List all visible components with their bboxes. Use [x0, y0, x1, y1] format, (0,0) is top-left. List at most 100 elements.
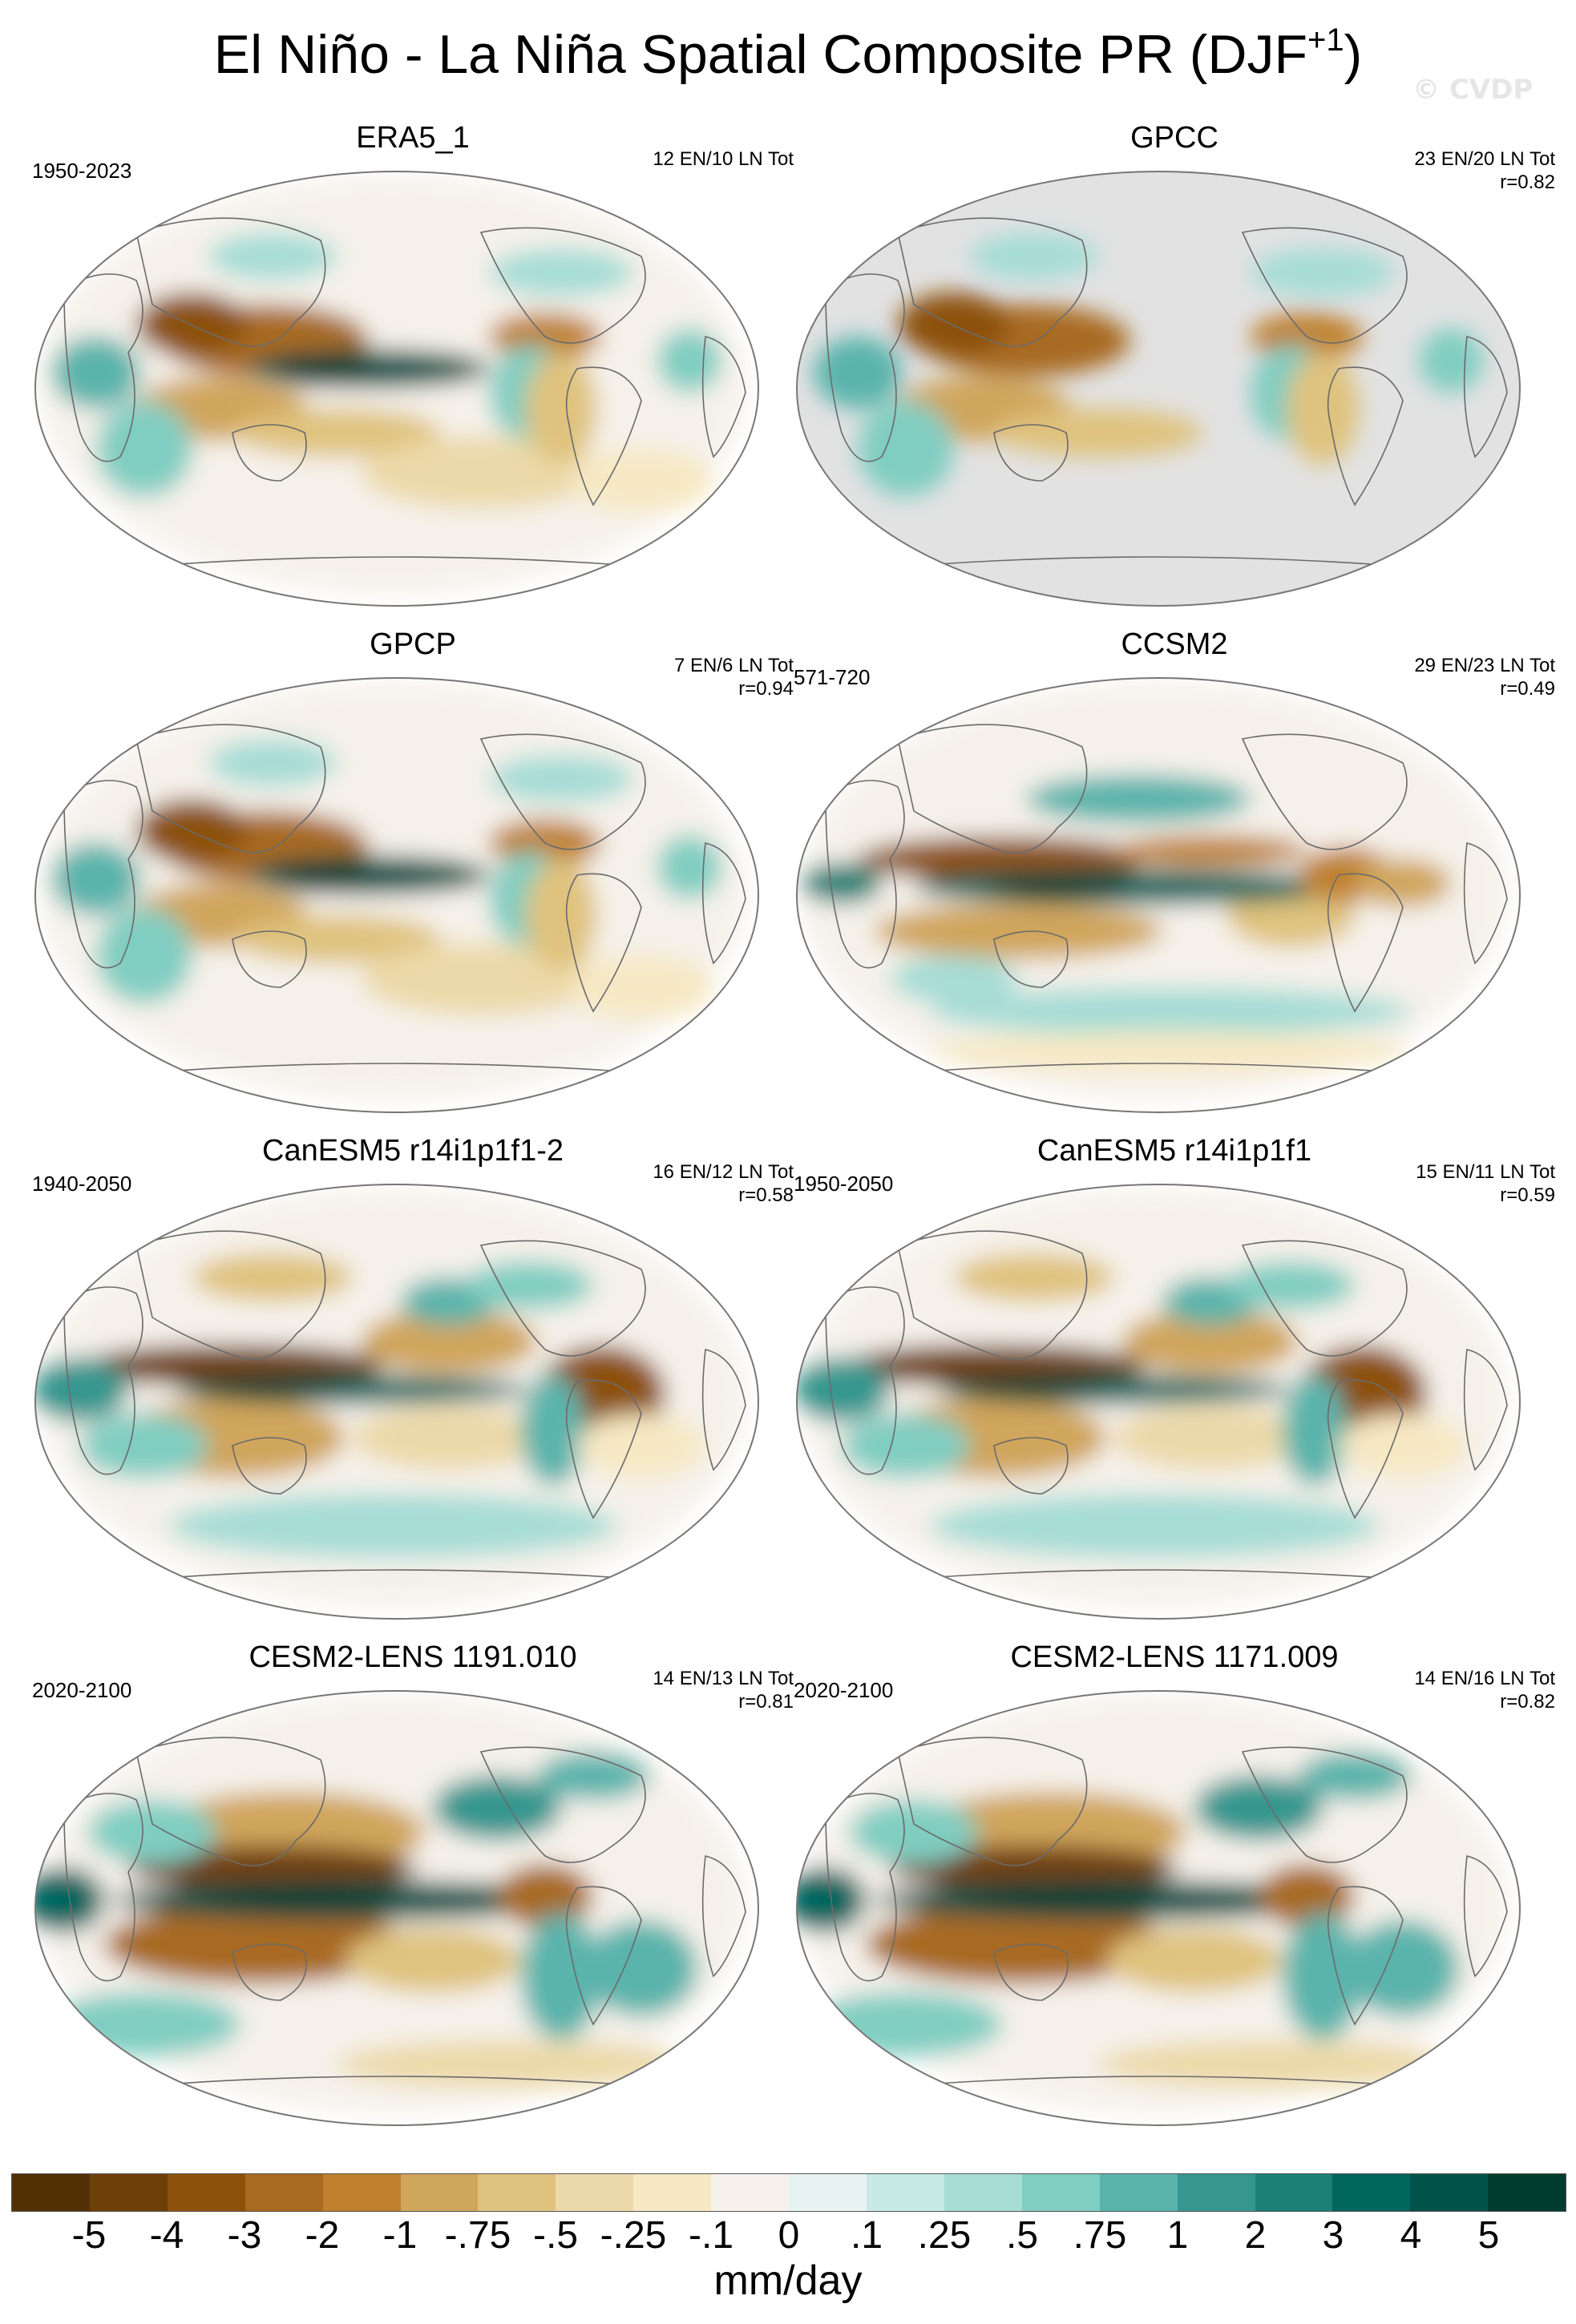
coastline: [135, 1737, 326, 1866]
coastline: [993, 1437, 1069, 1495]
robinson-map: [34, 1690, 759, 2126]
precip-anomaly-region: [1259, 1864, 1355, 1928]
panel-stats: 15 EN/11 LN Tot r=0.59: [1416, 1160, 1555, 1207]
precip-anomaly-region: [273, 358, 369, 387]
precip-anomaly-region: [797, 1358, 890, 1422]
precip-anomaly-region: [850, 1800, 978, 1864]
precip-anomaly-region: [970, 1886, 1162, 1910]
colorbar-swatch: [711, 2174, 790, 2211]
coastline: [565, 873, 642, 1013]
precip-anomaly-region: [136, 293, 249, 357]
colorbar-tick-label: -.5: [532, 2214, 579, 2257]
coastline: [479, 1746, 646, 1863]
precip-anomaly-region: [35, 1358, 128, 1422]
coastline: [825, 780, 905, 969]
coastline: [1463, 1349, 1508, 1471]
coastline: [111, 1569, 674, 1583]
precip-anomaly-region: [1419, 329, 1483, 393]
colorbar-tick-label: 2: [1244, 2214, 1267, 2257]
coastline: [1241, 733, 1408, 850]
robinson-map: [34, 1184, 759, 1620]
panel-years: 1940-2050: [32, 1172, 132, 1196]
cvdp-watermark: © CVDP: [1412, 74, 1534, 106]
colorbar-tick-label: -2: [305, 2214, 340, 2257]
coastline: [1241, 1746, 1408, 1863]
colorbar-swatch: [322, 2174, 401, 2211]
precip-anomaly-region: [1122, 1309, 1299, 1374]
colorbar-tick-label: -.25: [600, 2214, 667, 2257]
coastline: [232, 424, 307, 482]
precip-anomaly-region: [521, 1374, 585, 1486]
coastline: [701, 336, 746, 458]
colorbar-swatch: [866, 2174, 944, 2211]
panel-years: 2020-2100: [794, 1678, 894, 1702]
coastline: [232, 1437, 307, 1495]
precip-anomaly-region: [1339, 1414, 1467, 1478]
coastline: [135, 1230, 326, 1360]
precip-anomaly-region: [48, 1992, 240, 2056]
precip-anomaly-region: [858, 401, 954, 497]
precip-anomaly-region: [192, 1253, 353, 1301]
precip-anomaly-region: [337, 2040, 689, 2088]
panel-stats-count: 15 EN/11 LN Tot: [1416, 1161, 1555, 1183]
coastline: [1463, 336, 1508, 458]
precip-anomaly-region: [866, 1904, 1170, 1984]
panel-years: 1950-2023: [32, 159, 132, 183]
panel-stats-correlation: r=0.58: [738, 1184, 794, 1206]
colorbar-swatch: [1410, 2174, 1489, 2211]
map-panel: CESM2-LENS 1171.009 2020-2100 14 EN/16 LN …: [794, 1640, 1555, 2144]
panel-stats-count: 23 EN/20 LN Tot: [1414, 148, 1555, 170]
precip-anomaly-region: [930, 987, 1411, 1035]
colorbar-tick-label: -3: [227, 2214, 262, 2257]
precip-anomaly-region: [1251, 248, 1395, 297]
precip-anomaly-region: [1026, 775, 1251, 823]
panel-stats-correlation: r=0.94: [738, 678, 794, 700]
coastline: [1463, 842, 1508, 965]
panel-stats: 14 EN/16 LN Tot r=0.82: [1414, 1667, 1555, 1713]
precip-anomaly-region: [52, 337, 140, 409]
map-panel: GPCP 7 EN/6 LN Tot r=0.94: [32, 627, 794, 1132]
panel-title: CanESM5 r14i1p1f1-2: [262, 1134, 564, 1168]
colorbar-tick-label: 3: [1322, 2214, 1344, 2257]
coastline: [232, 930, 307, 988]
map-panel: CanESM5 r14i1p1f1 1950-2050 15 EN/11 LN To…: [794, 1133, 1555, 1638]
precip-anomaly-region: [497, 1864, 593, 1928]
precip-anomaly-region: [890, 1846, 1178, 1890]
colorbar-swatch: [944, 2174, 1022, 2211]
colorbar-swatch: [1255, 2174, 1333, 2211]
colorbar-swatch: [478, 2174, 556, 2211]
panel-stats: 29 EN/23 LN Tot r=0.49: [1414, 654, 1555, 700]
precip-anomaly-region: [1106, 1928, 1283, 1992]
coastline: [701, 842, 746, 965]
panel-stats: 12 EN/10 LN Tot: [653, 147, 794, 171]
colorbar-swatch: [1488, 2174, 1566, 2211]
panel-stats-correlation: r=0.81: [738, 1691, 794, 1713]
coastline: [1327, 1886, 1404, 2026]
precip-anomaly-region: [208, 739, 337, 787]
coastline: [565, 1886, 642, 2026]
colorbar-swatch: [400, 2174, 479, 2211]
colorbar-tick-label: .25: [917, 2214, 972, 2257]
precip-anomaly-region: [930, 1031, 1411, 1071]
coastline: [873, 1569, 1436, 1583]
coastline: [1327, 1379, 1404, 1519]
precip-anomaly-region: [1226, 1261, 1355, 1309]
panel-stats-count: 16 EN/12 LN Tot: [653, 1161, 794, 1183]
coastline: [63, 273, 143, 462]
panel-title: CCSM2: [1121, 627, 1228, 661]
panel-stats: 14 EN/13 LN Tot r=0.81: [653, 1667, 794, 1713]
precip-anomaly-region: [35, 1868, 104, 1932]
coastline: [479, 733, 646, 850]
precip-anomaly-region: [657, 835, 721, 899]
precip-anomaly-region: [273, 865, 369, 894]
panel-years: 571-720: [794, 665, 871, 689]
coastline: [479, 227, 646, 344]
coastline: [135, 217, 326, 347]
precip-anomaly-region: [1287, 353, 1359, 465]
precip-anomaly-region: [1299, 1752, 1411, 1800]
precip-anomaly-region: [88, 1800, 216, 1864]
precip-anomaly-region: [537, 1752, 649, 1800]
colorbar-tick-label: .75: [1073, 2214, 1127, 2257]
precip-anomaly-region: [569, 449, 713, 513]
precip-anomaly-region: [657, 329, 721, 393]
